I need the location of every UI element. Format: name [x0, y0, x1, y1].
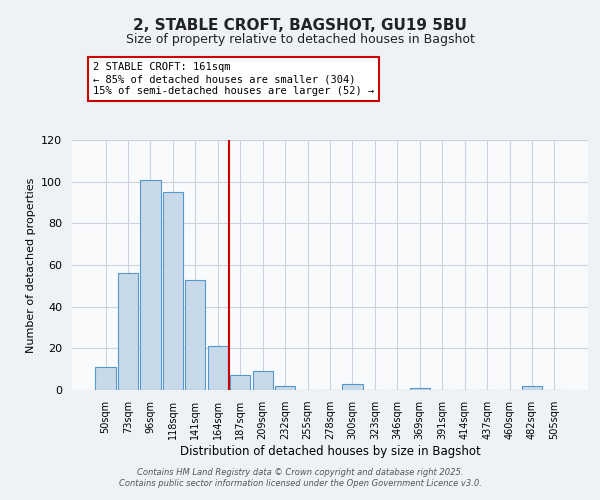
- Bar: [208, 346, 228, 390]
- Bar: [522, 386, 542, 390]
- Bar: [140, 180, 161, 390]
- Bar: [95, 367, 116, 390]
- Bar: [275, 386, 295, 390]
- Bar: [163, 192, 183, 390]
- Text: 2, STABLE CROFT, BAGSHOT, GU19 5BU: 2, STABLE CROFT, BAGSHOT, GU19 5BU: [133, 18, 467, 32]
- Bar: [253, 371, 273, 390]
- Y-axis label: Number of detached properties: Number of detached properties: [26, 178, 35, 352]
- Text: Size of property relative to detached houses in Bagshot: Size of property relative to detached ho…: [125, 32, 475, 46]
- Text: 2 STABLE CROFT: 161sqm
← 85% of detached houses are smaller (304)
15% of semi-de: 2 STABLE CROFT: 161sqm ← 85% of detached…: [93, 62, 374, 96]
- Bar: [410, 388, 430, 390]
- Bar: [118, 274, 138, 390]
- Bar: [343, 384, 362, 390]
- Bar: [185, 280, 205, 390]
- Bar: [230, 376, 250, 390]
- X-axis label: Distribution of detached houses by size in Bagshot: Distribution of detached houses by size …: [179, 445, 481, 458]
- Text: Contains HM Land Registry data © Crown copyright and database right 2025.
Contai: Contains HM Land Registry data © Crown c…: [119, 468, 481, 487]
